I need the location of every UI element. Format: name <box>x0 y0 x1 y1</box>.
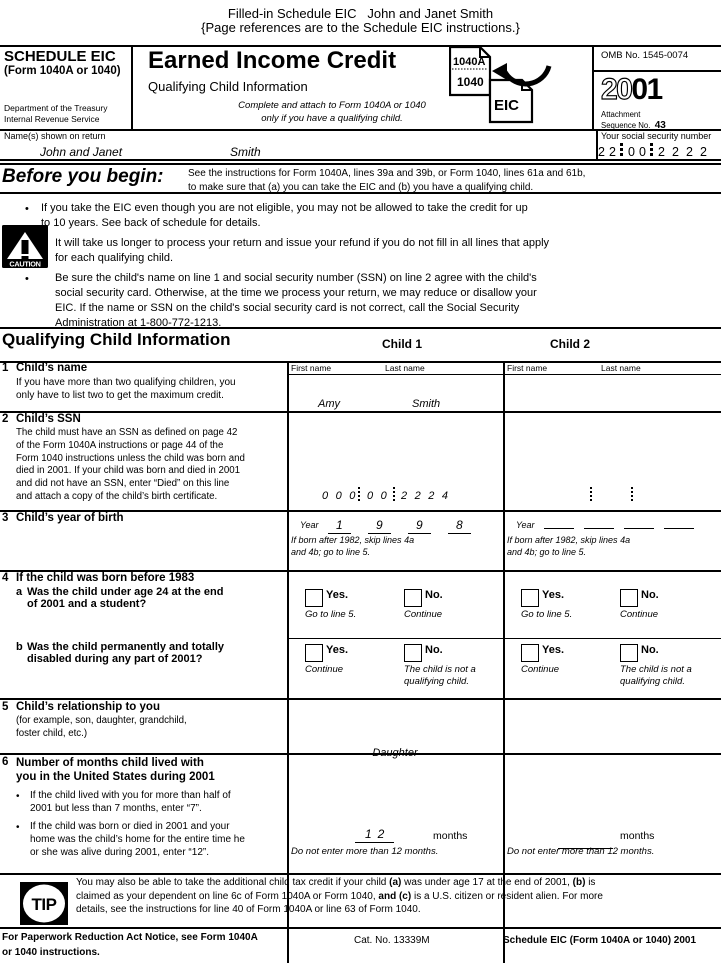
svg-text:1040A: 1040A <box>453 56 485 68</box>
svg-text:CAUTION: CAUTION <box>9 260 40 269</box>
svg-text:1040: 1040 <box>457 75 484 89</box>
svg-text:EIC: EIC <box>494 97 519 114</box>
svg-text:TIP: TIP <box>32 895 57 914</box>
